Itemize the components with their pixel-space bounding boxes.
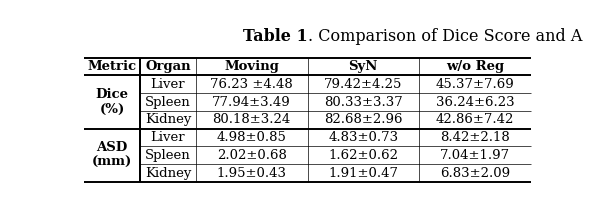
Text: 45.37±7.69: 45.37±7.69 bbox=[436, 78, 514, 91]
Text: 36.24±6.23: 36.24±6.23 bbox=[436, 96, 514, 109]
Text: Metric: Metric bbox=[88, 60, 137, 73]
Text: 82.68±2.96: 82.68±2.96 bbox=[324, 113, 403, 126]
Text: 76.23 ±4.48: 76.23 ±4.48 bbox=[211, 78, 293, 91]
Text: 1.62±0.62: 1.62±0.62 bbox=[328, 149, 398, 162]
Text: Spleen: Spleen bbox=[145, 149, 191, 162]
Text: Organ: Organ bbox=[145, 60, 191, 73]
Text: 4.83±0.73: 4.83±0.73 bbox=[328, 131, 398, 144]
Text: Kidney: Kidney bbox=[145, 167, 191, 180]
Text: Moving: Moving bbox=[224, 60, 279, 73]
Text: Liver: Liver bbox=[151, 78, 185, 91]
Text: Liver: Liver bbox=[151, 131, 185, 144]
Text: Kidney: Kidney bbox=[145, 113, 191, 126]
Text: 2.02±0.68: 2.02±0.68 bbox=[217, 149, 287, 162]
Text: 80.33±3.37: 80.33±3.37 bbox=[324, 96, 403, 109]
Text: 8.42±2.18: 8.42±2.18 bbox=[440, 131, 510, 144]
Text: 79.42±4.25: 79.42±4.25 bbox=[324, 78, 403, 91]
Text: 1.91±0.47: 1.91±0.47 bbox=[328, 167, 398, 180]
Text: 1.95±0.43: 1.95±0.43 bbox=[217, 167, 287, 180]
Text: 77.94±3.49: 77.94±3.49 bbox=[212, 96, 291, 109]
Text: SyN: SyN bbox=[349, 60, 378, 73]
Text: . Comparison of Dice Score and A: . Comparison of Dice Score and A bbox=[308, 28, 582, 45]
Text: ASD
(mm): ASD (mm) bbox=[92, 141, 133, 169]
Text: Spleen: Spleen bbox=[145, 96, 191, 109]
Text: 80.18±3.24: 80.18±3.24 bbox=[212, 113, 291, 126]
Text: 6.83±2.09: 6.83±2.09 bbox=[440, 167, 510, 180]
Text: 4.98±0.85: 4.98±0.85 bbox=[217, 131, 287, 144]
Text: Dice
(%): Dice (%) bbox=[96, 88, 128, 116]
Text: Table 1: Table 1 bbox=[243, 28, 308, 45]
Text: 42.86±7.42: 42.86±7.42 bbox=[436, 113, 514, 126]
Text: w/o Reg: w/o Reg bbox=[446, 60, 504, 73]
Text: 7.04±1.97: 7.04±1.97 bbox=[440, 149, 510, 162]
